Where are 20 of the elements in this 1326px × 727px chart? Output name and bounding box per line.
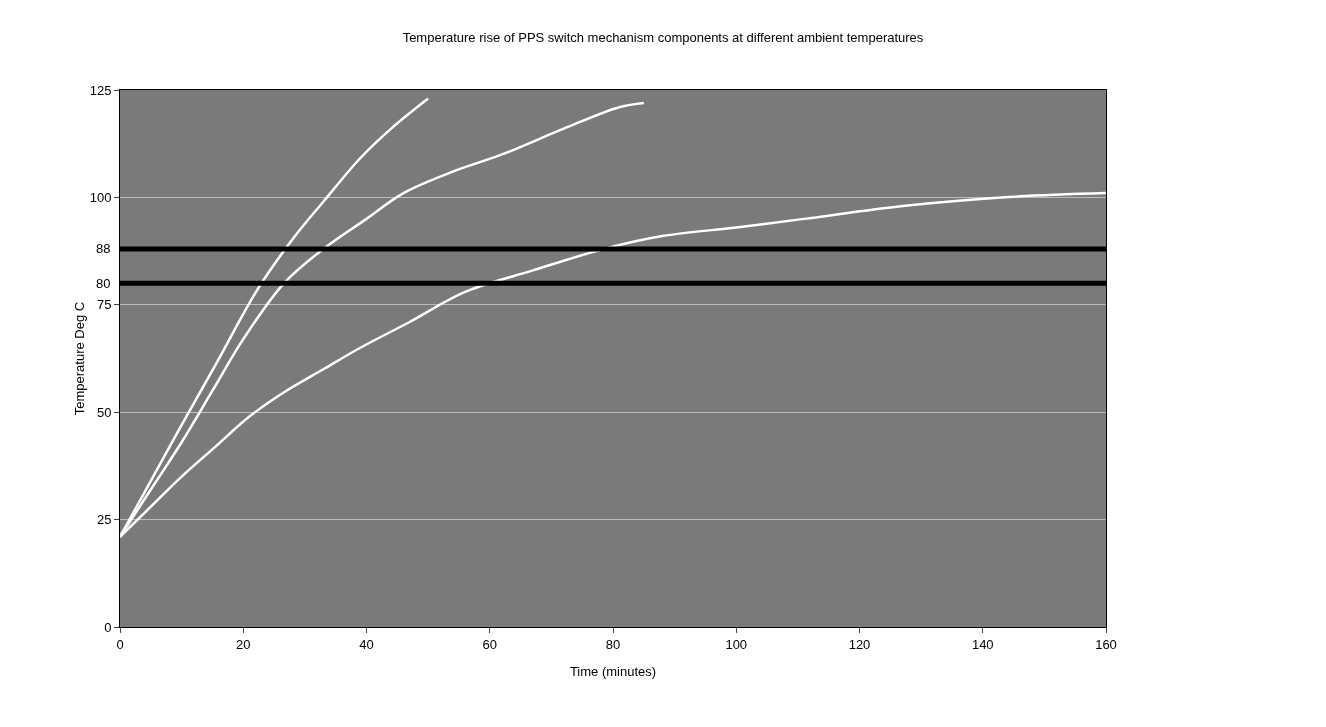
- y-axis-title: Temperature Deg C: [72, 301, 87, 416]
- x-tick-label: 140: [971, 636, 994, 652]
- y-tick-label: 50: [96, 404, 112, 420]
- y-tick-label: 75: [96, 297, 112, 313]
- chart-title: Temperature rise of PPS switch mechanism components at different ambient temperatures: [402, 29, 924, 45]
- x-tick-label: 0: [116, 636, 124, 652]
- y-tick-label: 100: [89, 189, 112, 205]
- x-axis-title: Time (minutes): [569, 664, 657, 679]
- x-tick-label: 60: [482, 636, 497, 652]
- x-tick-label: 100: [725, 636, 748, 652]
- x-tick-label: 80: [605, 636, 621, 652]
- ref-line-label: 80: [96, 276, 111, 291]
- y-tick-label: 25: [96, 512, 112, 528]
- ref-line-label: 88: [96, 241, 111, 256]
- y-tick-label: 125: [89, 82, 112, 98]
- x-tick-label: 20: [236, 636, 251, 652]
- x-tick-label: 120: [848, 636, 871, 652]
- y-tick-label: 0: [104, 619, 112, 635]
- x-tick-label: 160: [1095, 636, 1117, 652]
- x-tick-label: 40: [359, 636, 374, 652]
